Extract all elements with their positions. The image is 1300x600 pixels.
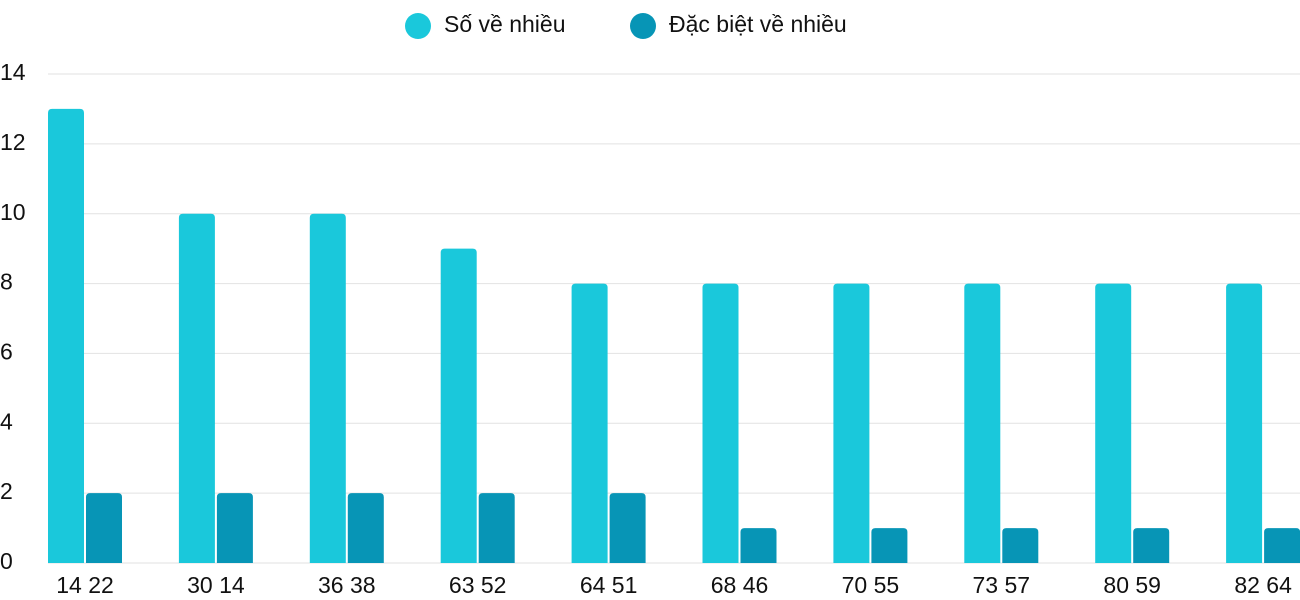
bar (609, 493, 646, 563)
bar (964, 283, 1001, 563)
y-tick-label: 14 (0, 59, 26, 85)
bar (833, 283, 870, 563)
bar (178, 213, 215, 563)
bar (347, 493, 384, 563)
bar (1002, 528, 1039, 563)
legend-label: Số về nhiều (444, 11, 565, 37)
bar (1095, 283, 1132, 563)
x-tick-label: 73 57 (973, 572, 1031, 598)
bar (1226, 283, 1263, 563)
y-tick-label: 0 (0, 548, 13, 574)
y-tick-label: 2 (0, 478, 13, 504)
x-tick-label: 14 22 (56, 572, 114, 598)
x-tick-label: 70 55 (842, 572, 900, 598)
x-tick-label: 82 64 (1234, 572, 1292, 598)
bar (702, 283, 739, 563)
y-tick-label: 10 (0, 199, 26, 225)
bar (571, 283, 608, 563)
x-tick-label: 36 38 (318, 572, 376, 598)
legend-swatch (405, 13, 431, 39)
bar (48, 108, 84, 563)
bar (86, 493, 122, 563)
bar (740, 528, 777, 563)
y-tick-label: 8 (0, 269, 13, 295)
bar (1133, 528, 1170, 563)
bar (1264, 528, 1300, 563)
y-tick-label: 12 (0, 129, 26, 155)
bar (871, 528, 908, 563)
bar (440, 248, 477, 563)
bar (309, 213, 346, 563)
x-tick-label: 64 51 (580, 572, 638, 598)
bar (478, 493, 515, 563)
legend-label: Đặc biệt về nhiều (669, 11, 847, 37)
y-tick-label: 4 (0, 408, 13, 434)
x-tick-label: 63 52 (449, 572, 507, 598)
legend-swatch (630, 13, 656, 39)
y-tick-label: 6 (0, 339, 13, 365)
x-tick-label: 30 14 (187, 572, 245, 598)
x-tick-label: 68 46 (711, 572, 769, 598)
bar (216, 493, 253, 563)
x-tick-label: 80 59 (1103, 572, 1161, 598)
